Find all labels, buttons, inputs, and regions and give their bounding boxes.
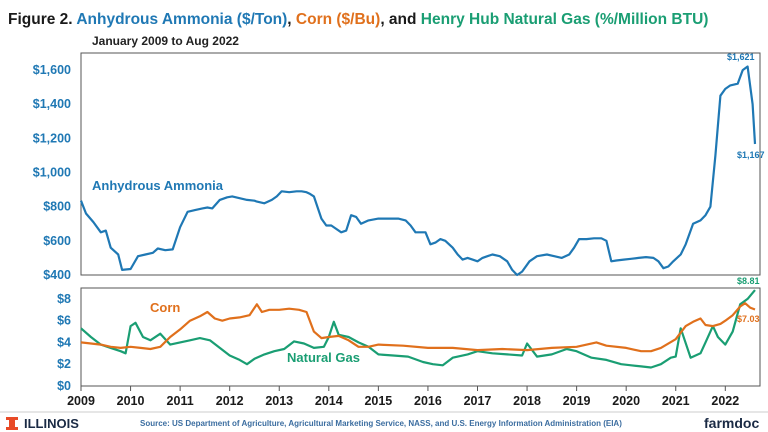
gas-series-label: Natural Gas <box>287 350 360 365</box>
top-y-tick-label: $400 <box>43 268 71 282</box>
corn-series-label: Corn <box>150 300 180 315</box>
top-y-tick-label: $600 <box>43 234 71 248</box>
x-tick-label: 2021 <box>662 394 690 408</box>
illinois-block-i-icon <box>6 417 18 430</box>
x-tick-label: 2010 <box>117 394 145 408</box>
x-tick-label: 2011 <box>167 394 194 408</box>
top-y-tick-label: $1,400 <box>33 97 71 111</box>
x-tick-label: 2009 <box>67 394 95 408</box>
ammonia-last-label: $1,167 <box>737 150 765 160</box>
series-lines <box>79 65 757 369</box>
x-tick-label: 2016 <box>414 394 442 408</box>
chart-subtitle: January 2009 to Aug 2022 <box>92 34 239 48</box>
title-ammonia: Anhydrous Ammonia ($/Ton) <box>76 11 287 28</box>
top-y-axis: $400 $600 $800 $1,000 $1,200 $1,400 $1,600 <box>33 63 71 282</box>
title-sep2: , and <box>380 11 420 28</box>
gas-last-label: $8.81 <box>737 276 760 286</box>
bottom-y-tick-label: $0 <box>57 379 71 393</box>
top-panel-frame <box>80 52 761 276</box>
x-tick-label: 2019 <box>563 394 591 408</box>
bottom-y-tick-label: $6 <box>57 314 71 328</box>
title-prefix: Figure 2. <box>8 11 76 28</box>
top-y-tick-label: $1,200 <box>33 131 71 145</box>
x-tick-label: 2017 <box>464 394 492 408</box>
x-tick-label: 2014 <box>315 394 343 408</box>
x-tick-label: 2018 <box>513 394 541 408</box>
ammonia-peak-label: $1,621 <box>727 52 755 62</box>
title-gas: Henry Hub Natural Gas (%/Million BTU) <box>421 11 709 28</box>
x-tick-label: 2015 <box>364 394 392 408</box>
ammonia-line <box>79 65 757 277</box>
x-axis: 2009 2010 2011 2012 2013 2014 2015 2016 2017 2018… <box>67 386 739 408</box>
x-tick-label: 2013 <box>265 394 293 408</box>
ammonia-series-label: Anhydrous Ammonia <box>92 178 224 193</box>
corn-line <box>80 302 756 353</box>
natural-gas-line <box>80 289 756 369</box>
farmdoc-logo-text: farmdoc <box>704 415 759 431</box>
x-tick-label: 2012 <box>216 394 244 408</box>
top-y-tick-label: $800 <box>43 200 71 214</box>
title-sep1: , <box>287 11 296 28</box>
x-tick-label: 2020 <box>612 394 640 408</box>
illinois-logo-text: ILLINOIS <box>24 416 79 431</box>
source-note: Source: US Department of Agriculture, Ag… <box>140 419 622 428</box>
chart-title: Figure 2. Anhydrous Ammonia ($/Ton), Cor… <box>8 11 708 28</box>
top-y-tick-label: $1,000 <box>33 166 71 180</box>
bottom-y-tick-label: $4 <box>57 335 71 349</box>
bottom-y-tick-label: $2 <box>57 357 71 371</box>
title-corn: Corn ($/Bu) <box>296 11 380 28</box>
bottom-y-axis: $0 $2 $4 $6 $8 <box>57 292 71 393</box>
bottom-panel-frame <box>80 287 761 387</box>
corn-last-label: $7.03 <box>737 314 760 324</box>
bottom-y-tick-label: $8 <box>57 292 71 306</box>
x-tick-label: 2022 <box>711 394 739 408</box>
top-y-tick-label: $1,600 <box>33 63 71 77</box>
